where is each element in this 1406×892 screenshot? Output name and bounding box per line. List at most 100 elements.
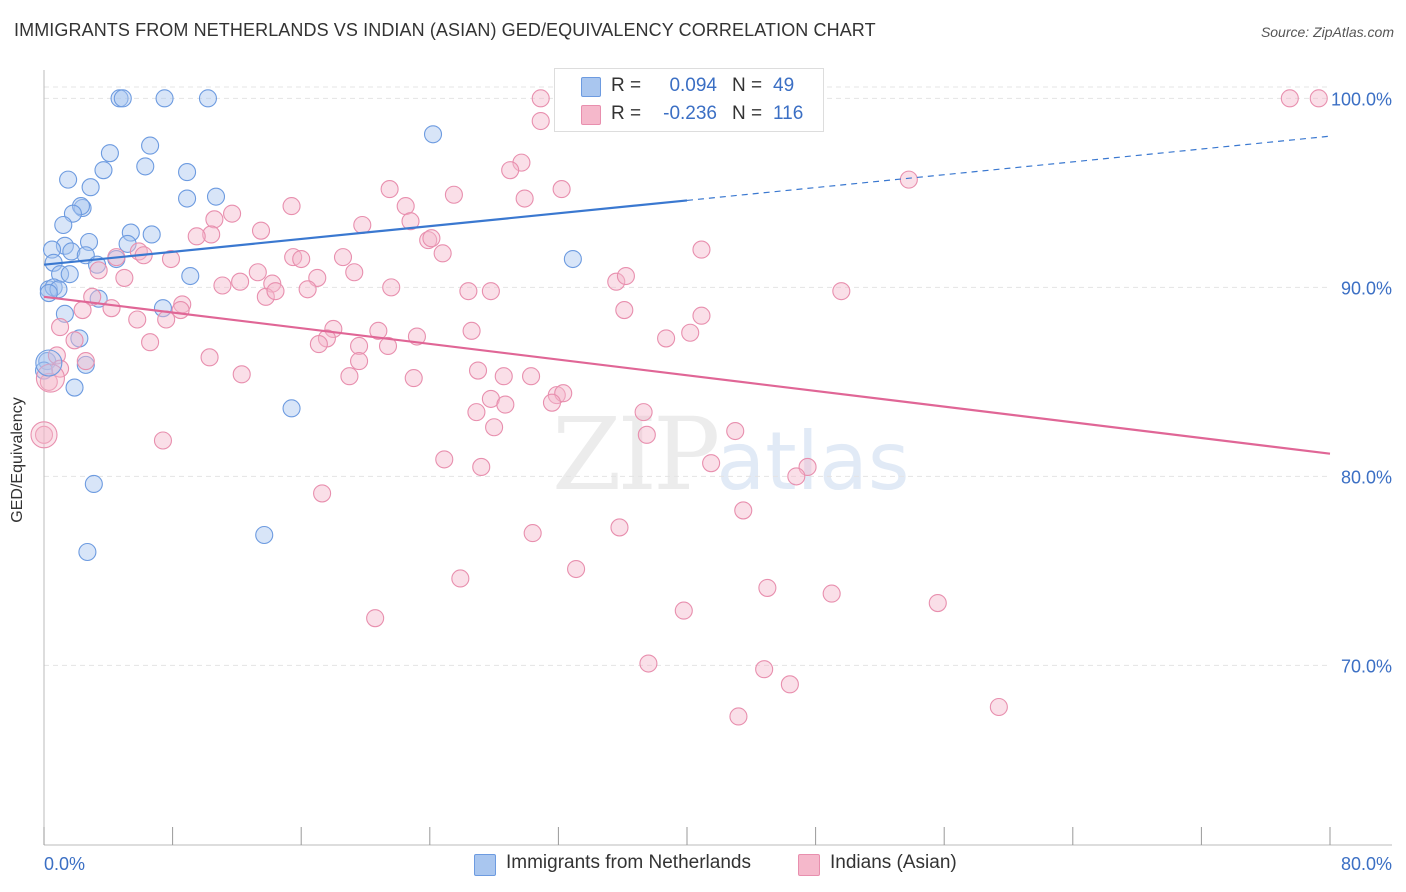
netherlands-point [136,157,155,176]
indians-point [616,266,635,286]
indians-point [161,249,181,269]
indians-point [615,301,634,320]
indians-point [313,484,332,503]
indians-point [607,272,626,291]
chart-title: IMMIGRANTS FROM NETHERLANDS VS INDIAN (A… [14,20,876,40]
y-tick-label: 80.0% [1341,467,1392,487]
watermark-atlas: atlas [716,415,910,508]
indians-point [35,363,65,393]
stats-n-value: 116 [773,103,804,124]
stats-swatch-indians [581,105,601,125]
netherlands-point [178,189,197,208]
indians-point [404,369,423,388]
indians-point [73,301,92,320]
indians-point [309,335,328,354]
indians-point [231,272,250,291]
indians-point [451,569,470,588]
indians-point [542,393,562,412]
indians-point [822,584,841,603]
netherlands-point [563,249,582,269]
indians-point [634,403,653,422]
indians-point [610,518,629,537]
indians-point [531,89,550,108]
indians-point [115,268,134,287]
indians-point [380,180,399,199]
stats-r-value: -0.236 [663,103,717,124]
indians-point [755,660,774,679]
indians-point [141,333,160,352]
indians-point [433,244,452,263]
indians-point [444,185,463,204]
netherlands-point [198,89,218,108]
stats-n-label: N = [732,103,763,124]
y-tick-label: 70.0% [1341,656,1392,676]
indians-point [39,372,58,391]
netherlands-point [81,178,100,197]
netherlands-point [423,125,443,144]
indians-point [726,421,745,441]
stats-n-value: 49 [773,75,795,96]
indians-point [202,225,221,244]
indians-point [515,189,534,208]
indians-point [422,229,441,248]
x-tick-label: 0.0% [44,854,85,874]
indians-point [989,697,1008,717]
indians-point [780,675,799,694]
indians-point [369,321,388,340]
indians-point [83,287,102,306]
legend-label-indians: Indians (Asian) [830,852,957,873]
indians-point [350,336,369,356]
indians-point [213,276,232,295]
indians-point [171,301,190,320]
netherlands-point [255,525,274,545]
netherlands-point [113,89,132,108]
netherlands-point [121,223,140,242]
stats-r-label: R = [611,103,642,124]
netherlands-point [62,242,81,261]
indians-point [494,367,513,386]
indians-point [481,282,500,301]
indians-point [350,352,369,371]
indians-point [378,336,398,356]
indians-point [366,609,385,628]
indians-point [51,318,70,337]
indians-point [298,280,317,299]
netherlands-point [54,215,73,235]
indians-point [76,352,95,371]
netherlands-point [100,144,119,163]
netherlands-point [206,187,226,206]
netherlands-point [65,378,84,397]
indians-point [552,180,571,199]
indians-point [832,282,851,301]
indians-point [435,450,454,469]
indians-point [382,278,401,297]
netherlands-point [94,161,113,180]
x-tick-label: 80.0% [1341,854,1392,874]
netherlands-point [84,474,103,494]
netherlands-point [76,355,95,374]
netherlands-point [78,542,97,562]
netherlands-point [178,163,197,182]
indians-point [899,170,918,189]
netherlands-trend-extension [686,135,1331,202]
indians-point [205,210,224,229]
indians-point [467,403,486,422]
stats-row-indians: R = -0.236 N = 116 [555,101,823,129]
netherlands-point [60,265,79,284]
indians-point [223,204,242,223]
indians-point [1309,89,1328,108]
stats-r-label: R = [611,75,642,96]
legend-label-netherlands: Immigrants from Netherlands [506,852,751,873]
indians-point [462,321,481,340]
indians-point [758,578,777,597]
indians-point [128,310,147,329]
indians-point [681,323,700,342]
y-tick-label: 90.0% [1341,278,1392,298]
indians-point [340,367,359,386]
indians-point [459,282,478,301]
stats-r-value: 0.094 [669,75,717,96]
indians-trend-line [43,295,1331,455]
netherlands-point [141,136,160,155]
indians-point [396,197,415,216]
